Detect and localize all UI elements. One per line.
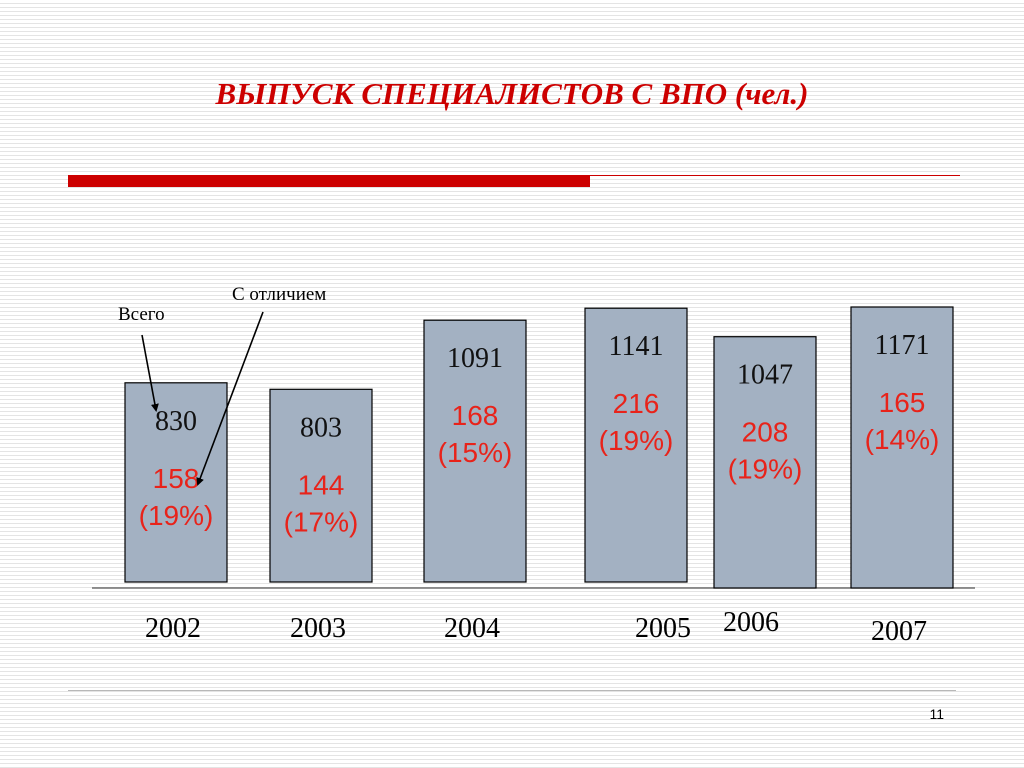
data-label-total-2007: 1171 bbox=[875, 330, 930, 361]
data-label-total-2002: 830 bbox=[155, 406, 197, 437]
data-label-honors-2004: 168 bbox=[452, 400, 499, 431]
bar-2007 bbox=[850, 306, 954, 589]
annotation-total-arrow bbox=[141, 334, 159, 412]
data-label-honors-pct-2005: (19%) bbox=[599, 425, 674, 456]
data-label-honors-pct-2002: (19%) bbox=[139, 500, 214, 531]
x-tick-label-2007: 2007 bbox=[871, 616, 927, 647]
bars-layer bbox=[124, 306, 954, 589]
annotation-total-label: Всего bbox=[118, 304, 165, 325]
data-label-total-2003: 803 bbox=[300, 412, 342, 443]
annotation-honors-arrow bbox=[196, 311, 264, 486]
data-label-honors-pct-2004: (15%) bbox=[438, 437, 513, 468]
bar-2004 bbox=[423, 319, 527, 583]
slide-number: 11 bbox=[929, 706, 944, 722]
slide-title: ВЫПУСК СПЕЦИАЛИСТОВ С ВПО (чел.) bbox=[215, 76, 809, 111]
title-underline-thick bbox=[68, 175, 590, 187]
data-label-honors-pct-2007: (14%) bbox=[865, 424, 940, 455]
labels-layer: 830 158 (19%) 2002 803 144 (17%) 2003 1091 168 (15… bbox=[139, 330, 940, 647]
bar-2006 bbox=[713, 336, 817, 589]
data-label-honors-2002: 158 bbox=[153, 463, 200, 494]
bar-2005 bbox=[584, 307, 688, 583]
x-tick-label-2002: 2002 bbox=[145, 613, 201, 644]
x-tick-label-2004: 2004 bbox=[444, 613, 500, 644]
bar-2002 bbox=[124, 382, 228, 583]
annotation-honors-label: С отличием bbox=[232, 284, 326, 305]
x-tick-label-2003: 2003 bbox=[290, 613, 346, 644]
data-label-total-2006: 1047 bbox=[737, 360, 793, 391]
data-label-honors-2007: 165 bbox=[879, 387, 926, 418]
x-tick-label-2005: 2005 bbox=[635, 613, 691, 644]
data-label-honors-pct-2003: (17%) bbox=[284, 506, 359, 537]
data-label-honors-2005: 216 bbox=[613, 388, 660, 419]
x-tick-label-2006: 2006 bbox=[723, 607, 779, 638]
bar-2003 bbox=[269, 388, 373, 583]
title-underline-thin bbox=[590, 175, 960, 176]
footer-divider bbox=[68, 690, 956, 691]
data-label-honors-pct-2006: (19%) bbox=[728, 454, 803, 485]
data-label-total-2004: 1091 bbox=[447, 343, 503, 374]
data-label-honors-2003: 144 bbox=[298, 469, 345, 500]
data-label-total-2005: 1141 bbox=[609, 331, 664, 362]
data-label-honors-2006: 208 bbox=[742, 417, 789, 448]
